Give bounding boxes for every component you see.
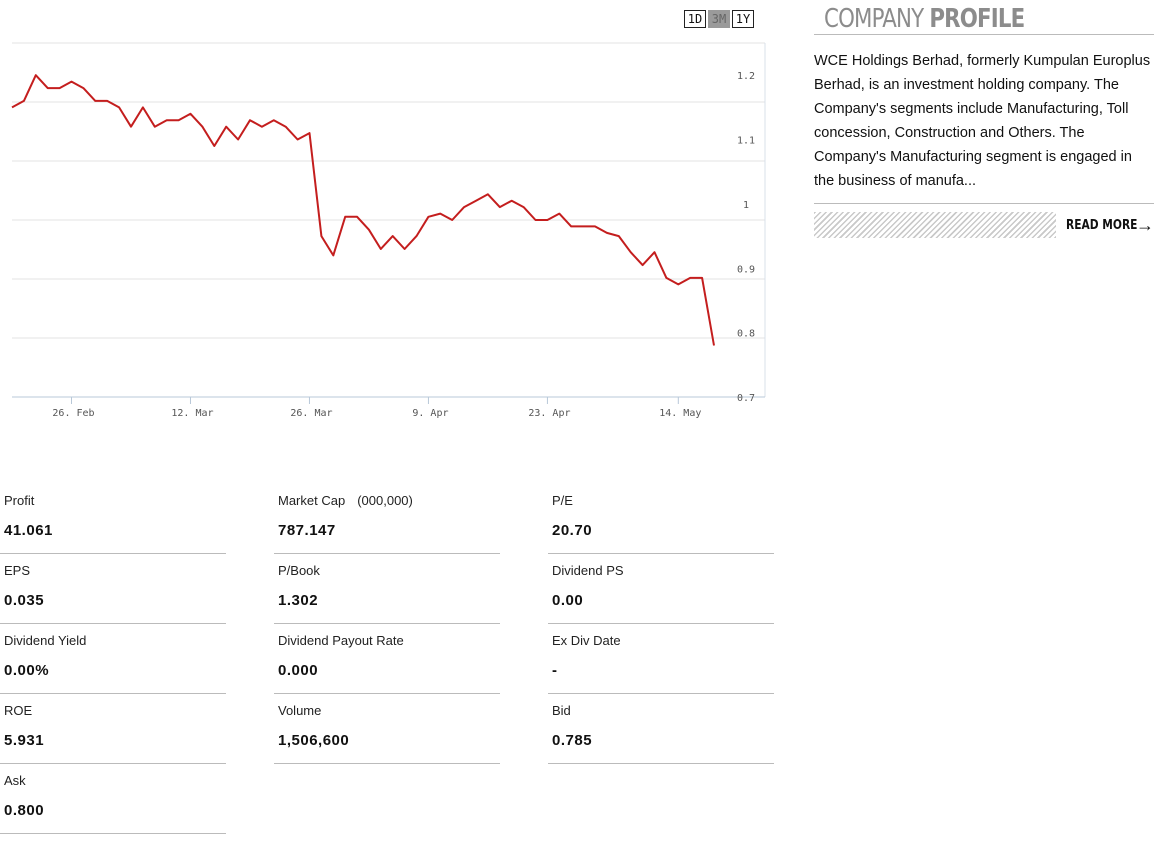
stat-item: Volume 1,506,600	[274, 694, 500, 764]
stat-item: Dividend Payout Rate 0.000	[274, 624, 500, 694]
stat-value: 1,506,600	[278, 732, 350, 749]
stat-value: -	[552, 662, 558, 679]
stat-label-text: P/Book	[278, 563, 320, 578]
stat-value: 0.00%	[4, 662, 50, 679]
stat-label-text: Market Cap	[278, 493, 346, 508]
stat-label-text: Dividend PS	[552, 563, 624, 578]
stat-value: 0.000	[278, 662, 319, 679]
chart-grid	[12, 42, 766, 398]
y-tick-label: 1.1	[737, 136, 755, 147]
stat-value: 20.70	[552, 522, 593, 539]
stat-value: 787.147	[278, 522, 336, 539]
stat-item: Dividend Yield 0.00%	[0, 624, 226, 694]
stat-value: 0.00	[552, 592, 584, 609]
price-line	[11, 74, 715, 346]
price-chart: 0.7 0.8 0.9 1 1.1 1.2 26. Feb 12. Mar 26. Mar 9.…	[11, 42, 766, 419]
stat-label-text: Ask	[4, 773, 26, 788]
stat-label-text: Bid	[552, 703, 571, 718]
stat-label: P/E	[552, 493, 774, 508]
arrow-right-icon[interactable]: →	[1136, 214, 1154, 235]
x-tick-label: 12. Mar	[171, 408, 213, 419]
price-series	[11, 74, 715, 346]
stat-value: 0.785	[552, 732, 593, 749]
x-tick-label: 26. Mar	[290, 408, 332, 419]
range-1y-button[interactable]: 1Y	[732, 10, 754, 28]
x-tick-label: 26. Feb	[52, 408, 94, 419]
profile-title: COMPANY PROFILE	[824, 4, 1025, 34]
stat-label: ROE	[4, 703, 226, 718]
y-tick-label: 1	[743, 200, 749, 211]
stat-item: P/Book 1.302	[274, 554, 500, 624]
stat-label: Dividend Yield	[4, 633, 226, 648]
stat-label: Dividend Payout Rate	[278, 633, 500, 648]
stat-label: Profit	[4, 493, 226, 508]
stat-item: Ask 0.800	[0, 764, 226, 834]
stat-value: 0.035	[4, 592, 45, 609]
stat-label-text: P/E	[552, 493, 573, 508]
read-more-link[interactable]: READ MORE	[1066, 217, 1138, 233]
stat-label-text: Ex Div Date	[552, 633, 621, 648]
stats-grid: Profit 41.061 Market Cap (000,000) 787.147 P/…	[0, 484, 774, 834]
read-more-row: READ MORE →	[814, 212, 1154, 238]
stat-label: Bid	[552, 703, 774, 718]
stat-value: 41.061	[4, 522, 53, 539]
range-selector: 1D 3M 1Y	[684, 10, 754, 28]
stat-label: Dividend PS	[552, 563, 774, 578]
profile-description: WCE Holdings Berhad, formerly Kumpulan E…	[814, 53, 1151, 189]
stat-label-text: ROE	[4, 703, 33, 718]
stat-item: Bid 0.785	[548, 694, 774, 764]
y-tick-label: 0.8	[737, 329, 755, 340]
x-tick-label: 14. May	[659, 408, 701, 419]
hatch-pattern	[814, 212, 1056, 238]
stat-label-text: EPS	[4, 563, 31, 578]
range-3m-button[interactable]: 3M	[708, 10, 730, 28]
stat-label: Ask	[4, 773, 226, 788]
stat-item: ROE 5.931	[0, 694, 226, 764]
profile-divider	[814, 203, 1154, 204]
stat-label: P/Book	[278, 563, 500, 578]
range-1d-button[interactable]: 1D	[684, 10, 706, 28]
y-tick-label: 0.9	[737, 264, 755, 275]
stat-label-text: Volume	[278, 703, 322, 718]
profile-divider	[814, 34, 1154, 35]
x-tick-label: 23. Apr	[528, 408, 570, 419]
stat-label-text: Dividend Payout Rate	[278, 633, 404, 648]
y-tick-label: 0.7	[737, 393, 755, 404]
x-tick-label: 9. Apr	[412, 408, 448, 419]
stat-label: Volume	[278, 703, 500, 718]
stat-label: Market Cap (000,000)	[278, 493, 500, 508]
stat-item: P/E 20.70	[548, 484, 774, 554]
stat-item: Dividend PS 0.00	[548, 554, 774, 624]
stat-item: Profit 41.061	[0, 484, 226, 554]
stat-label: Ex Div Date	[552, 633, 774, 648]
y-axis: 0.7 0.8 0.9 1 1.1 1.2	[737, 71, 755, 404]
company-profile: COMPANY PROFILE WCE Holdings Berhad, for…	[814, 0, 1154, 238]
stat-label-text: Dividend Yield	[4, 633, 87, 648]
stat-label-text: Profit	[4, 493, 35, 508]
stat-label: EPS	[4, 563, 226, 578]
stat-value: 5.931	[4, 732, 45, 749]
x-axis: 26. Feb 12. Mar 26. Mar 9. Apr 23. Apr 14. Ma…	[52, 397, 701, 419]
y-tick-label: 1.2	[737, 71, 755, 82]
stat-unit: (000,000)	[357, 493, 413, 508]
stat-value: 1.302	[278, 592, 319, 609]
stat-item: Ex Div Date -	[548, 624, 774, 694]
stat-value: 0.800	[4, 802, 45, 819]
stat-item: Market Cap (000,000) 787.147	[274, 484, 500, 554]
stat-item: EPS 0.035	[0, 554, 226, 624]
